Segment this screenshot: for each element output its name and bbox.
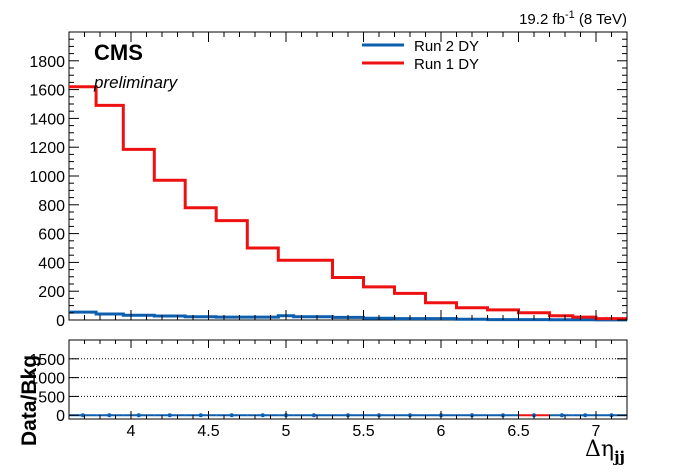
series-line-run1-dy [69, 85, 627, 321]
main-x-axis [68, 32, 628, 320]
x-tick-label: 4.5 [197, 423, 219, 440]
x-tick-label: 6 [437, 423, 446, 440]
y-tick-label: 1800 [29, 54, 65, 71]
ratio-point [167, 413, 172, 418]
legend-label-run1: Run 1 DY [414, 56, 479, 73]
ratio-point [260, 413, 265, 418]
energy-label: (8 TeV) [575, 11, 627, 28]
main-y-axis: 0 200 400 600 800 1000 1200 1400 1600 1800 [29, 38, 627, 330]
ratio-point [136, 413, 141, 418]
y-tick-label: 800 [38, 198, 65, 215]
y-tick-label: 400 [38, 255, 65, 272]
y-tick-label: 1600 [29, 83, 65, 100]
x-tick-label: 6.5 [507, 423, 529, 440]
ratio-y-tick-label: 1500 [29, 352, 65, 369]
y-tick-label: 200 [38, 284, 65, 301]
y-tick-label: 1400 [29, 111, 65, 128]
x-axis-title-main: Δη [585, 437, 614, 462]
y-tick-label: 1200 [29, 140, 65, 157]
x-axis-title: Δηjj [585, 437, 625, 466]
preliminary-label: preliminary [93, 73, 179, 92]
luminosity-value: 19.2 fb [519, 11, 565, 28]
ratio-y-tick-label: 1000 [29, 371, 65, 388]
y-tick-label: 0 [56, 313, 65, 330]
ratio-y-tick-label: 0 [56, 408, 65, 425]
ratio-point [229, 413, 234, 418]
y-tick-label: 1000 [29, 169, 65, 186]
ratio-plot [69, 413, 627, 418]
ratio-point [559, 413, 564, 418]
ratio-point [198, 413, 203, 418]
x-tick-label: 4 [127, 423, 136, 440]
luminosity-exponent: -1 [565, 9, 575, 21]
x-axis-title-sub: jj [612, 448, 625, 466]
x-tick-label: 5.5 [352, 423, 374, 440]
ratio-y-axis-title: Data/Bkg [18, 355, 41, 446]
ratio-point [107, 413, 112, 418]
legend-label-run2: Run 2 DY [414, 38, 479, 55]
cms-label: CMS [94, 40, 143, 65]
ratio-y-tick-label: 500 [38, 389, 65, 406]
legend: Run 2 DY Run 1 DY [362, 38, 479, 73]
ratio-point [583, 413, 588, 418]
ratio-plot-frame [68, 339, 628, 420]
x-tick-label: 7 [592, 423, 601, 440]
ratio-point [80, 413, 85, 418]
main-plot [69, 85, 627, 322]
y-tick-label: 600 [38, 227, 65, 244]
luminosity-label: 19.2 fb-1 (8 TeV) [519, 9, 627, 28]
ratio-x-axis: 4 4.5 5 5.5 6 6.5 7 [68, 340, 628, 440]
ratio-point [311, 413, 316, 418]
ratio-grid [69, 358, 627, 397]
x-tick-label: 5 [282, 423, 291, 440]
